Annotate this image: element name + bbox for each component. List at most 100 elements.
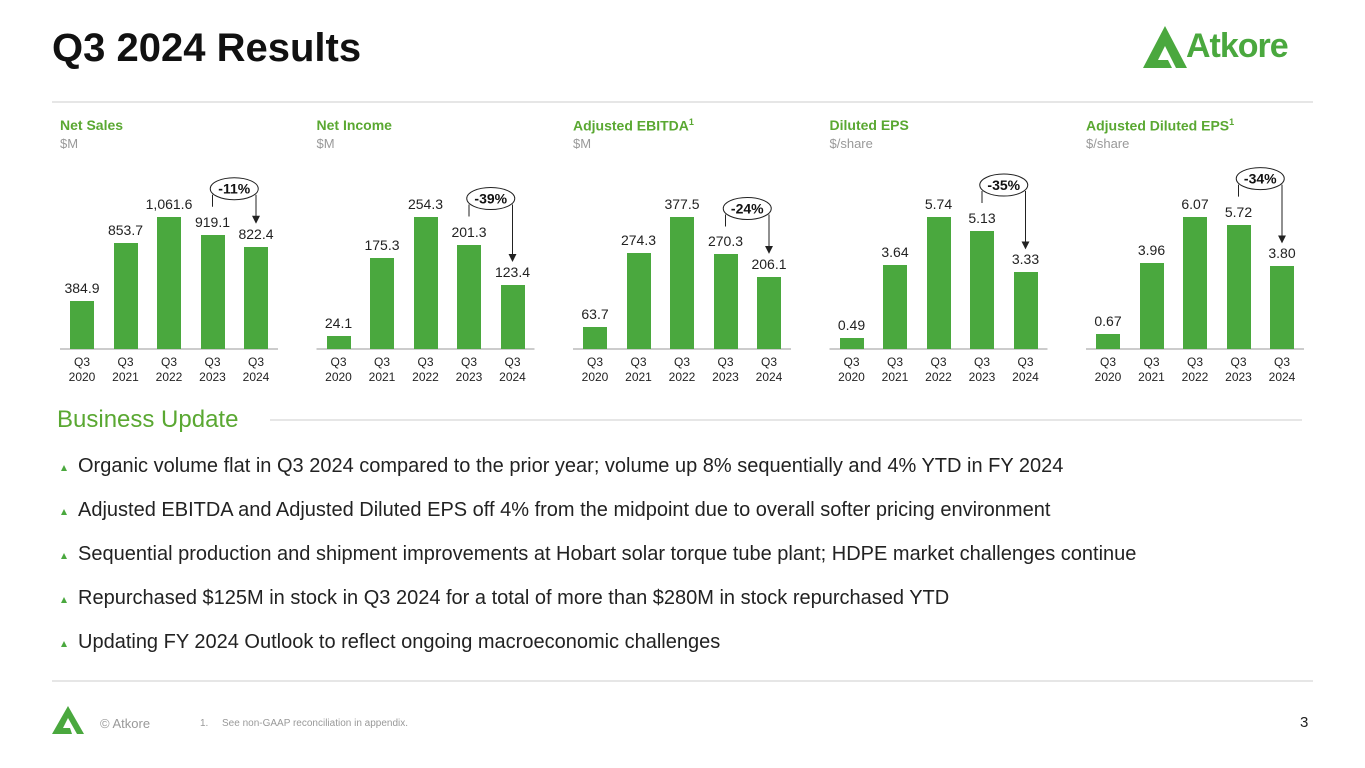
value-label: 853.7 — [107, 221, 144, 238]
bullet-marker — [61, 509, 67, 515]
value-label: 270.3 — [707, 233, 744, 250]
bar — [413, 217, 438, 349]
bar — [1013, 272, 1038, 349]
bullet-text: Repurchased $125M in stock in Q3 2024 fo… — [78, 587, 950, 609]
bar — [157, 217, 181, 349]
value-label: 24.1 — [324, 315, 353, 332]
bar — [457, 244, 481, 349]
footnote-marker: 1 — [688, 117, 694, 127]
value-label: 201.3 — [451, 223, 487, 240]
x-tick-label: Q3 2021 — [881, 355, 909, 384]
bar — [1096, 334, 1120, 349]
chart-title: Net Income — [317, 117, 392, 133]
bullet-text: Adjusted EBITDA and Adjusted Diluted EPS… — [78, 499, 1051, 521]
value-label: 6.07 — [1181, 196, 1209, 212]
change-label: -39% — [474, 191, 507, 207]
x-tick-label: Q3 2023 — [968, 355, 996, 384]
x-tick-label: Q3 2024 — [1012, 355, 1039, 384]
change-badge — [209, 177, 259, 201]
value-label: 377.5 — [664, 196, 700, 212]
value-label: 0.49 — [837, 316, 866, 333]
bullet-text: Sequential production and shipment impro… — [78, 543, 1137, 565]
bullet-text: Updating FY 2024 Outlook to reflect ongo… — [78, 631, 721, 653]
chart-title-text: Adjusted EBITDA — [573, 117, 689, 134]
bar — [1270, 266, 1294, 349]
x-tick-label: Q3 2020 — [68, 355, 96, 384]
chart-title-text: Net Sales — [60, 117, 124, 133]
bullet-marker — [61, 641, 67, 647]
footnote-marker: 1 — [1229, 117, 1235, 127]
chart-subtitle: $/share — [829, 136, 873, 151]
x-tick-label: Q3 2023 — [712, 355, 739, 384]
value-label: 3.33 — [1011, 251, 1040, 268]
bar — [70, 301, 94, 349]
bullet-marker — [61, 465, 67, 471]
bar — [200, 234, 225, 349]
bar — [926, 217, 951, 349]
chart-title: Net Sales — [60, 117, 123, 133]
logo-text: Atkore — [1186, 27, 1289, 65]
x-tick-label: Q3 2022 — [155, 355, 183, 384]
change-badge — [1235, 167, 1285, 191]
x-tick-label: Q3 2020 — [838, 355, 865, 384]
slide-title: Q3 2024 Results — [52, 26, 362, 70]
x-tick-label: Q3 2021 — [1138, 355, 1165, 384]
value-label: 384.9 — [64, 280, 100, 297]
copyright: © Atkore — [100, 716, 151, 731]
bullet-marker — [61, 553, 67, 559]
bar — [370, 258, 394, 349]
x-tick-label: Q3 2021 — [112, 355, 139, 384]
bar — [970, 231, 994, 349]
section-heading: Business Update — [57, 406, 239, 433]
footer-logo-mark — [52, 706, 84, 734]
value-label: 919.1 — [194, 213, 231, 230]
bar — [1139, 262, 1164, 349]
value-label: 254.3 — [407, 196, 444, 212]
change-label: -34% — [1244, 171, 1277, 187]
bar — [244, 246, 268, 349]
page-number: 3 — [1300, 714, 1309, 731]
bar — [626, 253, 651, 349]
value-label: 3.80 — [1268, 245, 1296, 262]
chart-title-text: Net Income — [316, 117, 392, 133]
value-label: 5.72 — [1224, 203, 1253, 220]
chart-title-text: Diluted EPS — [829, 117, 909, 133]
x-tick-label: Q3 2022 — [1181, 355, 1209, 384]
value-label: 63.7 — [581, 305, 609, 322]
chart-subtitle: $M — [316, 136, 335, 151]
bar — [583, 326, 607, 349]
change-label: -35% — [987, 177, 1020, 193]
bar — [839, 337, 864, 349]
x-tick-label: Q3 2023 — [455, 355, 483, 384]
chart-title: Adjusted Diluted EPS1 — [1086, 117, 1234, 134]
x-tick-label: Q3 2024 — [499, 355, 526, 384]
x-tick-label: Q3 2021 — [368, 355, 396, 384]
bar — [326, 336, 351, 349]
x-tick-label: Q3 2020 — [325, 355, 352, 384]
chart-subtitle: $/share — [1086, 136, 1130, 151]
x-tick-label: Q3 2024 — [1268, 355, 1296, 384]
value-label: 5.74 — [924, 196, 953, 212]
change-label: -24% — [731, 200, 764, 216]
bar — [500, 284, 525, 349]
bar — [757, 276, 781, 349]
chart-title: Diluted EPS — [830, 117, 909, 133]
x-tick-label: Q3 2023 — [1225, 355, 1252, 384]
x-tick-label: Q3 2020 — [1094, 355, 1122, 384]
value-label: 175.3 — [364, 237, 400, 253]
change-label: -11% — [218, 181, 250, 197]
chart-title: Adjusted EBITDA1 — [573, 117, 694, 134]
bar — [1226, 224, 1251, 349]
value-label: 5.13 — [968, 210, 996, 227]
x-tick-label: Q3 2024 — [755, 355, 783, 384]
change-badge — [466, 187, 516, 211]
chart-subtitle: $M — [573, 136, 592, 151]
x-tick-label: Q3 2022 — [925, 355, 952, 384]
bar — [1183, 217, 1207, 349]
bar — [670, 217, 694, 349]
bar — [113, 242, 138, 349]
footnote-number: 1. — [200, 718, 209, 729]
x-tick-label: Q3 2022 — [668, 355, 696, 384]
